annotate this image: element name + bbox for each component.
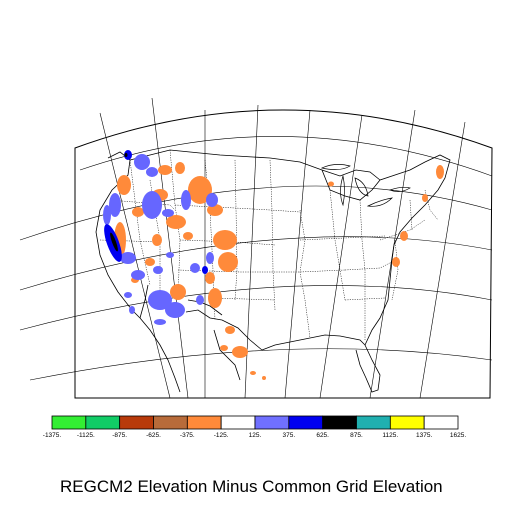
color-legend-bar: [51, 415, 459, 430]
legend-swatch: [389, 415, 425, 430]
legend-tick-labels: -1375. -1125. -875. -625. -375. -125. 125. 375.…: [0, 430, 512, 442]
legend-swatch: [220, 415, 256, 430]
legend-tick-label: 875.: [350, 432, 363, 439]
legend-swatch: [288, 415, 324, 430]
legend-tick-label: 1625.: [449, 432, 467, 439]
legend-swatch: [51, 415, 87, 430]
max-difference-areas: [110, 153, 128, 252]
legend-tick-label: 1125.: [382, 432, 399, 439]
legend-swatch: [153, 415, 188, 430]
latitude-lines: [19, 136, 493, 381]
legend-tick-label: 1375.: [416, 432, 433, 439]
legend-tick-label: -375.: [179, 432, 195, 439]
legend-tick-label: -1125.: [76, 432, 95, 439]
legend-tick-label: -875.: [112, 432, 128, 439]
legend-tick-label: 125.: [248, 432, 262, 439]
legend-tick-label: 625.: [316, 432, 329, 439]
legend-tick-label: -1375.: [42, 432, 62, 439]
negative-difference-areas: [114, 162, 444, 380]
map-title: REGCM2 Elevation Minus Common Grid Eleva…: [60, 477, 443, 496]
legend-swatch: [119, 415, 154, 430]
great-lakes: [320, 164, 411, 207]
legend-swatch: [254, 415, 290, 430]
legend-tick-label: 375.: [282, 432, 296, 439]
positive-difference-areas: [103, 154, 218, 325]
coastline: [95, 149, 451, 393]
legend-swatch: [322, 415, 357, 430]
legend-tick-label: -125.: [213, 432, 229, 439]
legend-tick-label: -625.: [146, 432, 161, 439]
legend-swatch: [85, 415, 121, 430]
state-borders: [99, 149, 439, 340]
legend-swatch: [423, 415, 459, 430]
legend-swatch: [356, 415, 391, 430]
legend-swatch: [186, 415, 222, 430]
map-frame: [74, 109, 493, 399]
longitude-lines: [99, 97, 466, 399]
